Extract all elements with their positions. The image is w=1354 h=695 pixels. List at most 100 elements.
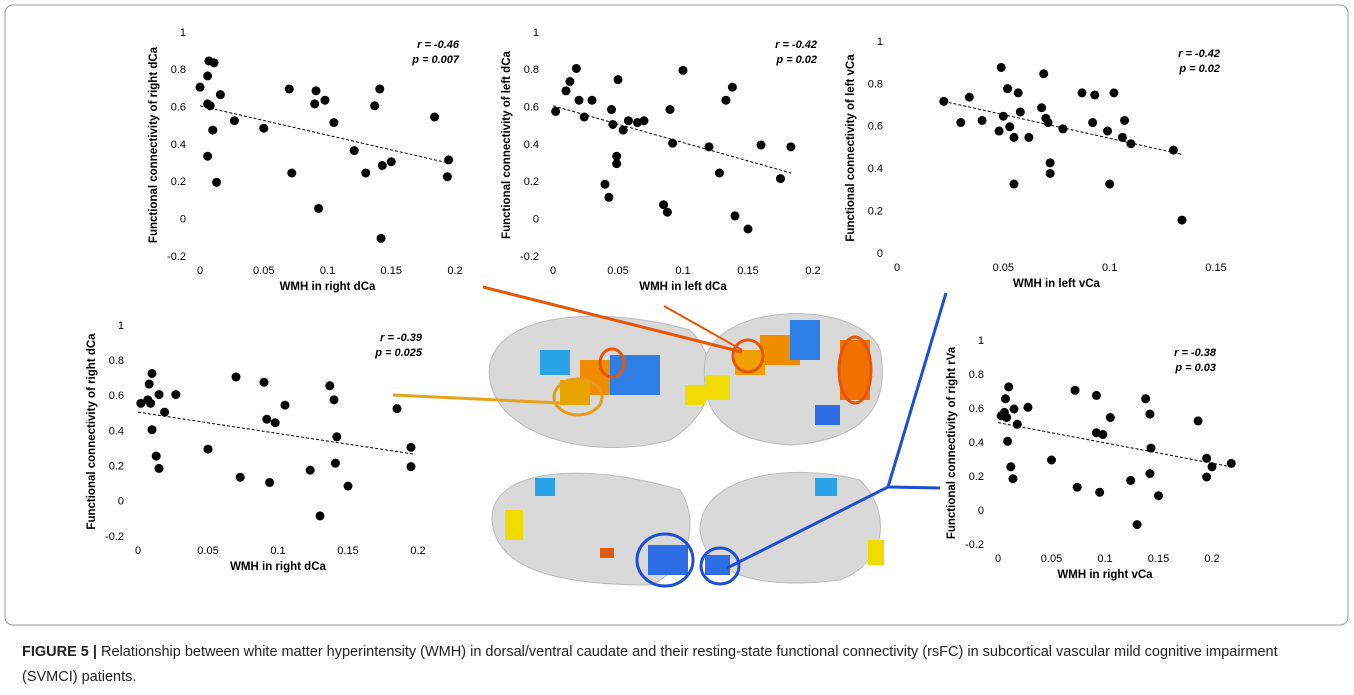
data-point: [1045, 168, 1055, 178]
data-point: [1177, 215, 1187, 225]
data-point: [996, 62, 1006, 72]
data-point: [1002, 413, 1012, 422]
data-point: [565, 77, 575, 87]
y-tick-label: 0.2: [868, 206, 883, 218]
data-point: [939, 96, 949, 106]
data-point: [1006, 462, 1016, 472]
x-tick-label: 0.15: [1205, 262, 1226, 274]
data-point: [1009, 132, 1019, 142]
data-point: [329, 118, 339, 128]
y-tick-label: 0: [533, 214, 539, 226]
y-tick-label: 1: [877, 36, 883, 48]
r-annotation: r = -0.42: [1178, 48, 1220, 60]
r-annotation: r = -0.46: [417, 39, 460, 51]
data-point: [1070, 385, 1080, 395]
x-tick-label: 0.1: [675, 265, 690, 277]
data-point: [375, 84, 385, 94]
data-point: [659, 200, 668, 210]
trend-line: [552, 105, 792, 174]
data-point: [1103, 126, 1113, 136]
data-point: [1043, 118, 1053, 128]
data-point: [305, 465, 315, 475]
y-tick-label: 0: [877, 248, 883, 260]
data-point: [154, 390, 164, 400]
data-point: [136, 398, 146, 408]
data-point: [1090, 90, 1100, 100]
scatter-chart: 0 0.2 0.4 0.6 0.8 1 0 0.05 0.1 0.15 WMH in left vC…: [845, 36, 1227, 290]
y-axis-title: Functional connectivity of left vCa: [845, 54, 857, 242]
data-point: [613, 75, 623, 85]
data-point: [727, 82, 737, 92]
data-point: [1003, 436, 1013, 446]
x-tick-label: 0.05: [197, 545, 218, 557]
y-tick-label: 1: [118, 320, 124, 332]
p-annotation: p = 0.02: [775, 54, 817, 66]
x-tick-label: 0.1: [1097, 553, 1112, 565]
scatter-chart: -0.2 0 0.2 0.4 0.6 0.8 1 0 0.05 0.1 0.15 0.2 WMH in …: [501, 27, 821, 293]
data-point: [1095, 487, 1105, 497]
scatter-chart: -0.2 0 0.2 0.4 0.6 0.8 1 0 0.05 0.1 0.15 0.2 WMH in …: [946, 335, 1236, 581]
data-point: [1009, 404, 1019, 414]
figure-panel: -0.2 0 0.2 0.4 0.6 0.8 1 0 0.05 0.1 0.15 0.2 WMH in …: [4, 4, 1349, 626]
y-tick-label: 1: [180, 27, 186, 39]
y-tick-label: 0.2: [969, 471, 984, 483]
data-point: [280, 400, 290, 410]
data-point: [1109, 88, 1119, 98]
data-point: [730, 211, 740, 221]
x-tick-label: 0.05: [607, 265, 628, 277]
data-point: [1168, 145, 1178, 155]
data-point: [1023, 402, 1033, 412]
data-point: [1045, 158, 1055, 168]
y-tick-label: -0.2: [105, 531, 124, 543]
data-point: [430, 112, 440, 122]
x-tick-label: 0.15: [1148, 553, 1169, 565]
data-point: [608, 119, 618, 129]
data-point: [377, 161, 387, 171]
data-point: [721, 95, 731, 105]
data-point: [229, 116, 239, 126]
data-point: [579, 112, 589, 122]
data-point: [1117, 132, 1127, 142]
data-point: [406, 462, 416, 472]
data-point: [1145, 409, 1155, 419]
y-tick-label: 0.4: [109, 425, 124, 437]
x-tick-label: 0.05: [1041, 553, 1062, 565]
data-point: [1145, 469, 1155, 479]
data-point: [662, 207, 672, 217]
x-tick-label: 0.05: [253, 265, 274, 277]
x-tick-label: 0: [894, 262, 900, 274]
trend-line: [997, 422, 1232, 468]
data-point: [1132, 520, 1142, 530]
caption: FIGURE 5 | Relationship between white ma…: [22, 640, 1332, 690]
data-point: [329, 395, 339, 405]
y-tick-label: 0.8: [171, 64, 186, 76]
data-point: [444, 155, 454, 165]
data-point: [154, 463, 164, 473]
data-point: [212, 177, 222, 187]
data-point: [287, 168, 297, 178]
data-point: [270, 418, 280, 428]
x-axis-title: WMH in left vCa: [1013, 278, 1100, 290]
scatter-chart: -0.2 0 0.2 0.4 0.6 0.8 1 0 0.05 0.1 0.15 0.2 WMH in …: [86, 320, 426, 573]
trend-line: [199, 105, 452, 165]
data-point: [612, 159, 622, 169]
x-axis-title: WMH in left dCa: [639, 281, 727, 293]
x-tick-label: 0: [135, 545, 141, 557]
data-point: [325, 381, 335, 391]
data-point: [604, 192, 614, 202]
data-point: [262, 414, 272, 424]
y-tick-label: 0.4: [868, 163, 883, 175]
data-point: [756, 140, 766, 150]
data-point: [1072, 482, 1082, 492]
data-point: [678, 65, 688, 75]
data-point: [144, 379, 154, 389]
data-point: [1005, 122, 1015, 132]
x-axis-title: WMH in right vCa: [1057, 569, 1153, 581]
y-tick-label: 0: [978, 505, 984, 517]
caption-text: Relationship between white matter hyperi…: [22, 644, 1278, 685]
p-annotation: p = 0.02: [1178, 63, 1220, 75]
data-point: [203, 71, 213, 81]
data-point: [265, 477, 275, 487]
data-point: [1013, 88, 1023, 98]
data-point: [561, 86, 571, 96]
